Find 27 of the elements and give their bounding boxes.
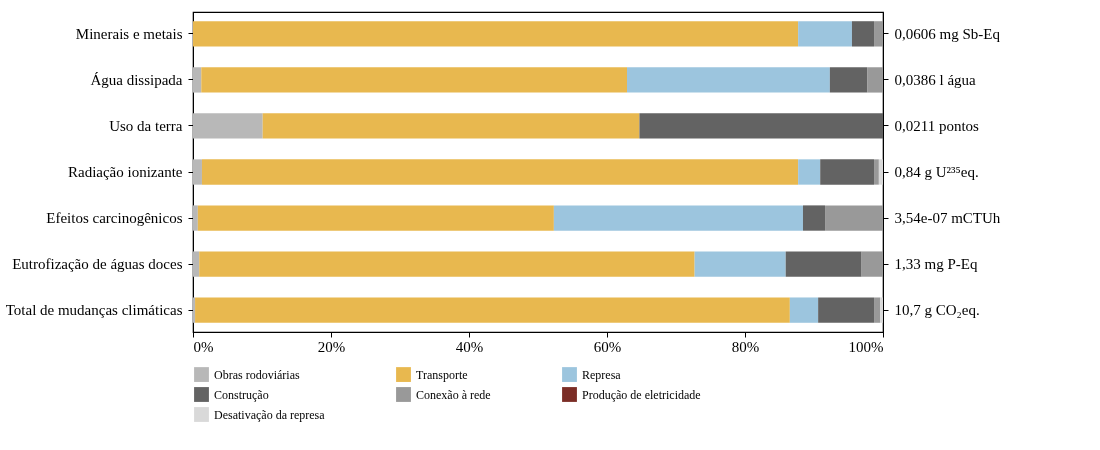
legend-label: Construção — [214, 387, 269, 402]
x-tick-label: 40% — [455, 338, 484, 355]
y-tick-label: Total de mudanças climáticas — [5, 302, 183, 319]
x-tick-label: 80% — [731, 338, 760, 355]
legend-label: Represa — [582, 367, 622, 382]
legend-label: Obras rodoviárias — [214, 367, 300, 382]
legend-label: Conexão à rede — [416, 387, 491, 402]
x-tick-label: 60% — [593, 338, 622, 355]
y-tick-label: Efeitos carcinogênicos — [46, 210, 183, 227]
y2-tick-label: 0,0606 mg Sb-Eq — [894, 25, 1001, 42]
y2-tick-label: 0,84 g U²³⁵eq. — [894, 164, 979, 180]
legend-label: Produção de eletricidade — [582, 387, 701, 402]
x-tick-label: 20% — [317, 338, 346, 355]
legend-label: Desativação da represa — [214, 407, 326, 422]
y-tick-label: Uso da terra — [109, 117, 183, 134]
y-tick-label: Radiação ionizante — [67, 164, 183, 180]
y2-tick-label: 3,54e-07 mCTUh — [894, 210, 1001, 227]
x-tick-label: 100% — [848, 338, 884, 355]
y2-tick-label: 1,33 mg P-Eq — [894, 256, 978, 273]
legend-label: Transporte — [416, 367, 468, 382]
y-tick-label: Eutrofização de águas doces — [12, 256, 183, 273]
y2-tick-label: 0,0386 l água — [894, 71, 977, 88]
x-tick-label: 0% — [193, 338, 214, 355]
y-tick-label: Minerais e metais — [75, 25, 183, 42]
y2-tick-label: 10,7 g CO₂eq. — [894, 302, 980, 319]
y2-tick-label: 0,0211 pontos — [894, 117, 980, 134]
y-tick-label: Água dissipada — [90, 71, 183, 88]
